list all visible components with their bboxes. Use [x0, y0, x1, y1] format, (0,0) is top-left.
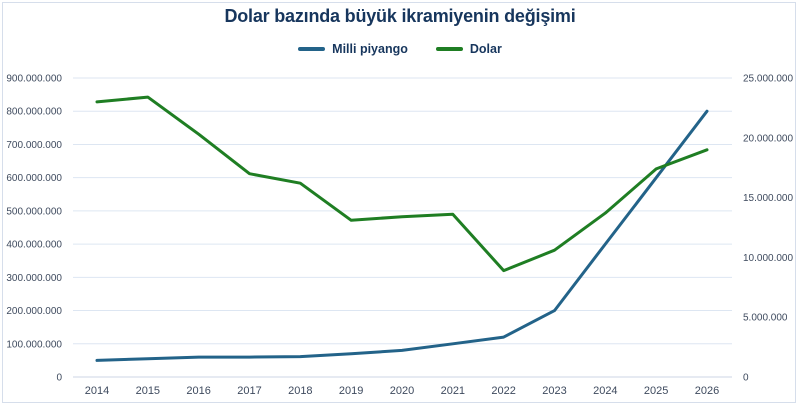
- y-axis-left-tick-label: 700.000.000: [6, 140, 62, 151]
- y-axis-right-tick-label: 10.000.000: [743, 253, 793, 264]
- x-axis-tick-label: 2020: [390, 385, 414, 397]
- x-axis-tick-label: 2026: [695, 385, 719, 397]
- x-axis-tick-label: 2019: [339, 385, 363, 397]
- x-axis-tick-label: 2024: [593, 385, 617, 397]
- legend-label-milli-piyango: Milli piyango: [332, 42, 408, 56]
- y-axis-left-tick-label: 200.000.000: [6, 306, 62, 317]
- y-axis-left-tick-label: 0: [56, 373, 62, 384]
- chart-title: Dolar bazında büyük ikramiyenin değişimi: [224, 6, 576, 26]
- x-axis-tick-label: 2015: [136, 385, 160, 397]
- x-axis-tick-label: 2025: [644, 385, 668, 397]
- legend-label-dolar: Dolar: [469, 42, 502, 56]
- x-axis-tick-label: 2014: [85, 385, 109, 397]
- y-axis-left-tick-label: 400.000.000: [6, 240, 62, 251]
- legend-item-milli-piyango: Milli piyango: [298, 42, 408, 56]
- y-axis-right-tick-label: 15.000.000: [743, 193, 793, 204]
- x-axis-tick-label: 2016: [186, 385, 210, 397]
- series-line-dolar: [95, 95, 709, 273]
- y-axis-right-tick-label: 25.000.000: [743, 74, 793, 85]
- y-axis-left-tick-label: 900.000.000: [6, 74, 62, 85]
- x-axis-tick-label: 2022: [491, 385, 515, 397]
- legend-item-dolar: Dolar: [435, 42, 502, 56]
- legend-swatch-dolar-icon: [435, 47, 463, 51]
- y-axis-right-tick-label: 5.000.000: [743, 313, 788, 324]
- x-axis-tick-label: 2021: [441, 385, 465, 397]
- x-axis-tick-label: 2018: [288, 385, 312, 397]
- series-line-milli-piyango: [95, 109, 709, 362]
- x-axis-tick-label: 2017: [237, 385, 261, 397]
- legend: Milli piyango Dolar: [0, 42, 800, 56]
- y-axis-left-tick-label: 500.000.000: [6, 206, 62, 217]
- y-axis-left-tick-label: 800.000.000: [6, 107, 62, 118]
- y-axis-right-tick-label: 20.000.000: [743, 133, 793, 144]
- y-axis-left-tick-label: 100.000.000: [6, 339, 62, 350]
- y-axis-left-tick-label: 300.000.000: [6, 273, 62, 284]
- y-axis-right-tick-label: 0: [743, 373, 749, 384]
- legend-swatch-milli-piyango-icon: [298, 47, 326, 51]
- x-axis-tick-label: 2023: [542, 385, 566, 397]
- y-axis-left-tick-label: 600.000.000: [6, 173, 62, 184]
